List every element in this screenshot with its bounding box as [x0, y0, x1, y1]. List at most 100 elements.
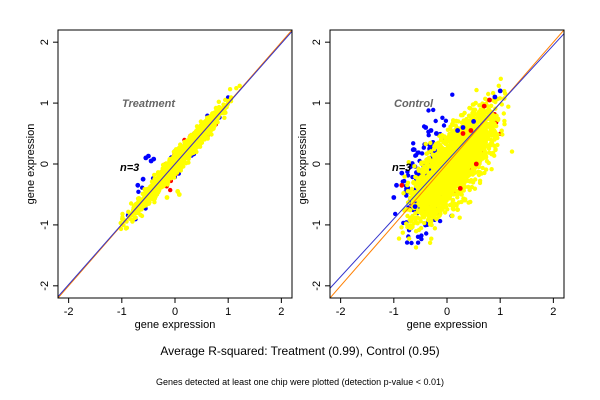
- control-point-yellow: [417, 186, 423, 191]
- treatment-point-yellow: [227, 87, 233, 92]
- treatment-point-yellow: [135, 196, 141, 201]
- treatment-n-label: n=3: [120, 162, 139, 174]
- control-point-yellow: [467, 187, 472, 193]
- treatment-point-yellow: [176, 145, 182, 151]
- control-point-yellow: [468, 146, 474, 151]
- control-point-yellow: [456, 200, 461, 205]
- control-point-yellow: [428, 140, 433, 146]
- control-point-yellow: [456, 140, 461, 145]
- control-point-yellow: [493, 147, 498, 153]
- control-point-yellow: [450, 206, 455, 211]
- treatment-point-yellow: [206, 129, 212, 134]
- control-outlier-blue: [399, 170, 405, 176]
- treatment-ytick-label: 2: [39, 39, 51, 45]
- control-fit-line-1: [330, 33, 564, 289]
- treatment-plot-area: [58, 30, 292, 298]
- control-outlier-red: [468, 128, 474, 133]
- control-point-yellow: [499, 102, 504, 107]
- control-point-yellow: [466, 122, 472, 127]
- treatment-point-yellow: [139, 207, 144, 212]
- control-point-yellow: [424, 211, 430, 216]
- treatment-point-yellow: [198, 119, 204, 124]
- control-point-blue: [433, 118, 438, 124]
- control-point-yellow: [454, 178, 460, 183]
- control-point-yellow: [437, 155, 442, 161]
- control-point-blue: [426, 108, 431, 113]
- control-point-yellow: [474, 87, 479, 93]
- control-point-yellow: [415, 208, 421, 213]
- control-point-yellow: [424, 189, 429, 194]
- control-point-yellow: [463, 184, 468, 190]
- control-point-yellow: [498, 76, 503, 82]
- treatment-point-yellow: [120, 211, 125, 217]
- control-point-yellow: [443, 192, 449, 197]
- treatment-outlier-yellow: [164, 195, 170, 200]
- treatment-point-yellow: [178, 166, 184, 171]
- treatment-point-yellow: [193, 128, 199, 134]
- treatment-outlier-blue: [135, 182, 141, 188]
- control-point-yellow: [426, 170, 431, 175]
- control-point-yellow: [480, 142, 485, 147]
- control-point-yellow: [424, 157, 429, 162]
- control-outlier-red: [473, 161, 479, 167]
- control-point-yellow: [426, 150, 431, 155]
- control-point-yellow: [468, 199, 473, 205]
- treatment-xtick-label: 0: [172, 306, 178, 318]
- control-point-yellow: [462, 147, 468, 152]
- control-point-yellow: [406, 160, 411, 165]
- control-point-yellow: [451, 119, 456, 124]
- control-point-yellow: [483, 167, 489, 172]
- control-point-yellow: [464, 155, 470, 161]
- control-annotation: Control: [394, 98, 434, 110]
- control-point-blue: [413, 153, 418, 158]
- treatment-annotation: Treatment: [122, 98, 176, 110]
- treatment-point-yellow: [143, 201, 148, 207]
- control-point-yellow: [452, 161, 457, 166]
- control-point-yellow: [411, 180, 416, 185]
- control-outlier-blue: [460, 125, 466, 130]
- treatment-point-yellow: [206, 118, 211, 124]
- control-outlier-red: [460, 131, 466, 136]
- treatment-ytick-label: 1: [39, 100, 51, 106]
- control-point-yellow: [405, 213, 410, 219]
- control-point-blue: [415, 234, 421, 239]
- control-point-yellow: [417, 216, 422, 221]
- control-point-yellow: [405, 189, 411, 194]
- treatment-point-yellow: [222, 109, 227, 114]
- control-point-yellow: [428, 159, 433, 164]
- control-point-yellow: [492, 153, 497, 158]
- control-point-yellow: [402, 174, 407, 179]
- control-outlier-blue: [412, 204, 418, 210]
- control-outlier-blue: [423, 125, 429, 130]
- treatment-point-yellow: [171, 162, 176, 168]
- control-point-yellow: [450, 197, 456, 203]
- treatment-point-red: [168, 187, 173, 193]
- treatment-point-yellow: [187, 134, 192, 140]
- control-point-yellow: [469, 178, 474, 183]
- control-point-blue: [421, 145, 426, 150]
- control-point-yellow: [454, 203, 459, 208]
- treatment-point-yellow: [234, 86, 239, 91]
- control-point-yellow: [423, 141, 428, 147]
- treatment-point-yellow: [193, 146, 199, 151]
- treatment-xtick-label: -1: [117, 306, 127, 318]
- control-outlier-yellow: [434, 216, 439, 222]
- control-outlier-red: [457, 186, 463, 191]
- control-point-yellow: [444, 147, 450, 152]
- control-point-yellow: [489, 125, 494, 130]
- control-point-blue: [411, 147, 416, 152]
- control-point-blue: [437, 218, 443, 224]
- control-point-yellow: [482, 152, 488, 157]
- control-point-yellow: [438, 150, 443, 155]
- treatment-point-yellow: [153, 181, 158, 186]
- control-outlier-blue: [434, 131, 439, 136]
- treatment-point-yellow: [216, 99, 221, 105]
- control-point-yellow: [482, 110, 488, 115]
- control-point-yellow: [431, 184, 436, 189]
- control-point-yellow: [425, 165, 430, 170]
- treatment-point-yellow: [182, 154, 187, 160]
- control-point-yellow: [436, 203, 441, 208]
- treatment-point-yellow: [152, 194, 157, 199]
- control-point-yellow: [473, 116, 479, 121]
- treatment-point-yellow: [189, 151, 195, 156]
